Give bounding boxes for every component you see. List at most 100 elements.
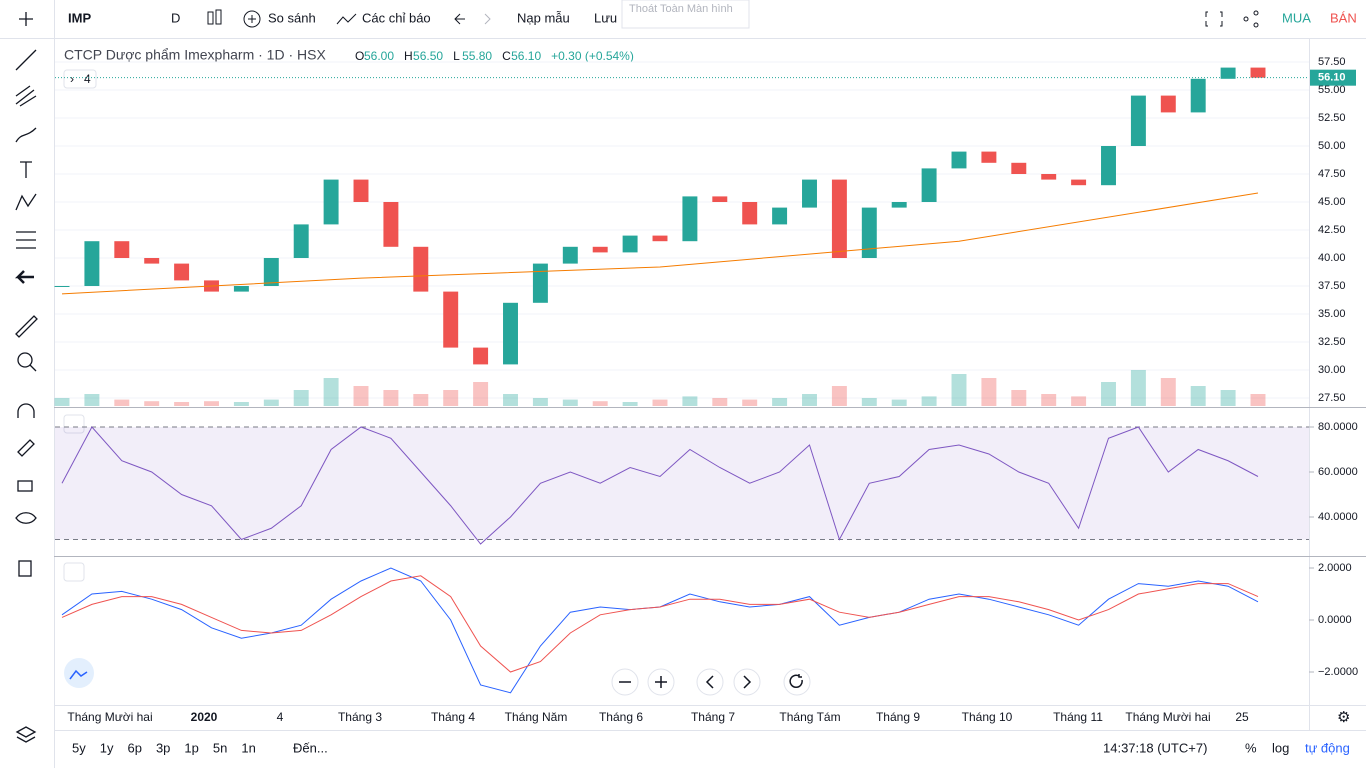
candle (503, 302, 518, 365)
auto-toggle[interactable]: tự động (1305, 740, 1350, 755)
last-price-label: 56.10 (1318, 72, 1346, 84)
range-button[interactable]: 6p (127, 740, 141, 755)
range-button[interactable]: 3p (156, 740, 170, 755)
volume-bar (981, 378, 997, 406)
compare-button[interactable]: So sánh (268, 10, 316, 25)
price-tick-label: 37.50 (1318, 280, 1346, 292)
range-button[interactable]: 1n (241, 740, 255, 755)
volume-bar (652, 399, 668, 406)
candle (353, 179, 369, 202)
candle (1041, 174, 1057, 180)
goto-button[interactable]: Đến... (293, 740, 328, 755)
price-tick-label: 42.50 (1318, 224, 1346, 236)
volume-bar (682, 396, 698, 406)
price-tick-label: 27.50 (1318, 392, 1346, 404)
candle (413, 246, 429, 292)
price-tick-label: 47.50 (1318, 168, 1346, 180)
tooltip-box (621, 0, 750, 29)
candle (772, 207, 788, 225)
candle (473, 347, 489, 365)
volume-bar (1250, 394, 1266, 406)
candle (742, 202, 758, 225)
rsi-band (55, 427, 1309, 540)
volume-bar (443, 390, 459, 406)
collapse-button[interactable] (63, 69, 97, 89)
tooltip: Thoát Toàn Màn hình (629, 3, 733, 15)
volume-bar (383, 390, 399, 406)
time-label: Tháng 11 (1053, 710, 1103, 724)
macd-tick-label: 0.0000 (1318, 614, 1352, 626)
candle (293, 224, 309, 258)
clock: 14:37:18 (UTC+7) (1103, 740, 1207, 755)
candle (1250, 67, 1266, 78)
volume-bar (413, 394, 429, 406)
load-template[interactable]: Nạp mẫu (517, 10, 570, 25)
settings-icon[interactable]: ⚙ (1337, 709, 1350, 726)
volume-bar (1160, 378, 1176, 406)
range-button[interactable]: 1p (184, 740, 198, 755)
interval[interactable]: D (171, 10, 180, 25)
price-tick-label: 57.50 (1318, 56, 1346, 68)
ohlc-value: 56.10 (511, 49, 541, 63)
candle (1011, 162, 1027, 174)
price-tick-label: 55.00 (1318, 84, 1346, 96)
ohlc-value: 56.00 (364, 49, 394, 63)
volume-bar (831, 386, 847, 406)
volume-bar (503, 394, 518, 406)
candle (1130, 95, 1146, 146)
volume-bar (802, 394, 817, 406)
volume-bar (772, 398, 788, 406)
collapse-arrow: › (70, 72, 74, 86)
candle (383, 202, 399, 247)
candle (861, 207, 877, 258)
volume-bar (353, 386, 369, 406)
sell-button[interactable]: BÁN (1330, 10, 1357, 25)
candle (54, 286, 70, 287)
time-label: 4 (277, 710, 284, 724)
rsi-tick-label: 60.0000 (1318, 466, 1358, 478)
candle (532, 263, 548, 303)
time-label: Tháng Mười hai (67, 710, 152, 724)
indicators-button[interactable]: Các chỉ báo (362, 10, 431, 25)
candle (921, 168, 937, 202)
ohlc-key: L (453, 49, 460, 63)
time-label: Tháng 10 (962, 710, 1013, 724)
candle (114, 241, 130, 258)
nav-icons (69, 669, 803, 689)
left-tools (14, 12, 38, 743)
candle (831, 179, 847, 258)
volume-bar (84, 394, 100, 406)
buy-button[interactable]: MUA (1282, 10, 1311, 25)
volume-bar (1190, 386, 1206, 406)
volume-bar (1130, 370, 1146, 406)
volume-bar (1041, 394, 1057, 406)
volume-bar (233, 402, 249, 406)
volume-bar (144, 401, 160, 406)
candle (1190, 78, 1206, 113)
signal-line (61, 575, 1259, 673)
candle (84, 241, 100, 286)
range-button[interactable]: 1y (100, 740, 114, 755)
range-button[interactable]: 5y (72, 740, 86, 755)
time-label: Tháng 4 (431, 710, 475, 724)
candle (443, 291, 459, 348)
time-label: Tháng 7 (691, 710, 735, 724)
candle (951, 151, 967, 169)
rsi-collapse[interactable] (63, 414, 85, 434)
log-toggle[interactable]: log (1272, 740, 1289, 755)
candle (891, 202, 907, 208)
macd-collapse[interactable] (63, 562, 85, 582)
volume-bar (532, 398, 548, 406)
percent-toggle[interactable]: % (1245, 740, 1257, 755)
volume-bar (951, 374, 967, 406)
macd-tick-label: 2.0000 (1318, 562, 1352, 574)
candle (1071, 179, 1087, 186)
candle (1101, 146, 1116, 186)
ohlc-key: O (355, 49, 364, 63)
volume-bar (921, 396, 937, 406)
range-button[interactable]: 5n (213, 740, 227, 755)
volume-bar (1071, 396, 1087, 406)
symbol[interactable]: IMP (68, 10, 91, 25)
candle (263, 258, 279, 286)
